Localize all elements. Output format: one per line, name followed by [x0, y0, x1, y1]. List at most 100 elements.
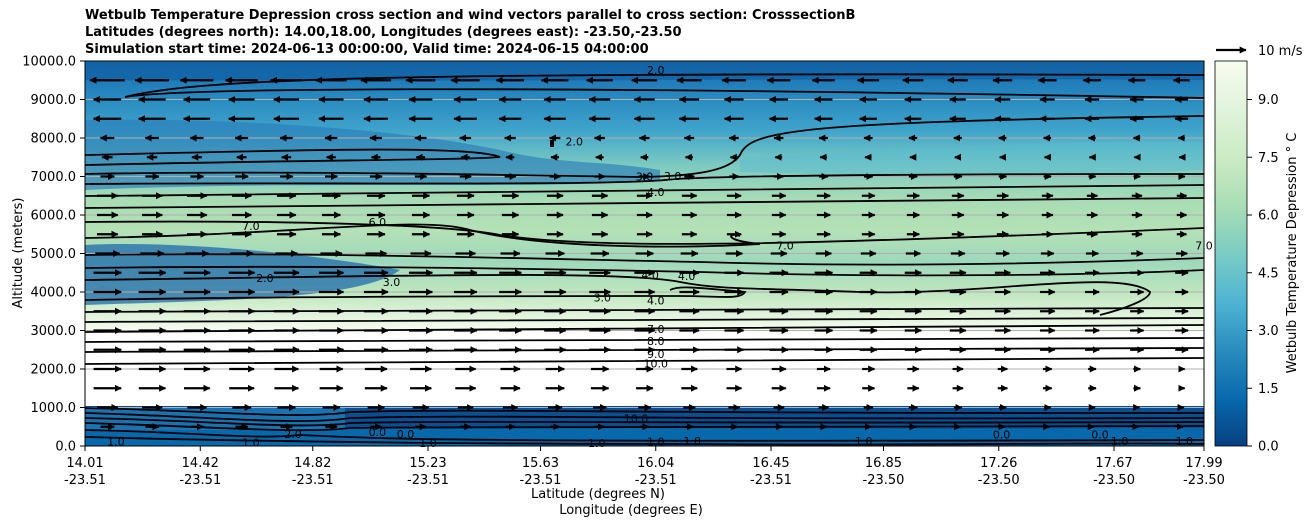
- contour-label: 7.0: [776, 239, 794, 252]
- x-tick-label-lat: 17.67: [1095, 456, 1132, 471]
- colorbar-tick-label: 1.5: [1258, 382, 1279, 397]
- x-tick-label-lat: 14.42: [182, 456, 219, 471]
- contour-label: 3.0: [636, 170, 654, 183]
- contour-label: 4.0: [647, 186, 665, 199]
- x-tick-label-lat: 15.23: [409, 456, 446, 471]
- contour-line: [85, 197, 1204, 209]
- y-tick-label: 3000.0: [31, 324, 77, 339]
- contour-label: 1.0: [588, 437, 606, 450]
- x-tick-label-lat: 17.26: [980, 456, 1017, 471]
- x-tick-label-lon: -23.51: [520, 473, 562, 488]
- contour-label: 0.0: [993, 429, 1011, 442]
- contour-label: 7.0: [242, 220, 260, 233]
- contour-label: 7.0: [647, 323, 665, 336]
- contour-line: [85, 286, 747, 301]
- contour-line: [85, 223, 761, 248]
- contour-label: 2.0: [256, 272, 274, 285]
- x-tick-label-lon: -23.51: [64, 473, 106, 488]
- colorbar-ramp: [1214, 60, 1248, 447]
- contour-label: 6.0: [369, 216, 387, 229]
- y-tick-label: 8000.0: [31, 132, 77, 147]
- contour-label: 4.0: [641, 269, 659, 282]
- y-tick-label: 1000.0: [31, 401, 77, 416]
- contour-line: [85, 337, 1204, 343]
- chart-title-line-2: Latitudes (degrees north): 14.00,18.00, …: [85, 25, 682, 40]
- x-axis-label-lat: Latitude (degrees N): [531, 487, 665, 502]
- x-tick-label-lon: -23.51: [635, 473, 677, 488]
- contour-line: [85, 412, 1204, 422]
- contour-line: [85, 357, 1204, 365]
- x-tick-label-lat: 14.82: [294, 456, 331, 471]
- wind-vectors: [89, 76, 1190, 431]
- contour-line: [85, 173, 1204, 185]
- contour-line: [85, 148, 501, 166]
- contour-label: 10.0: [643, 357, 668, 370]
- colorbar-tick-label: 0.0: [1258, 440, 1279, 455]
- contour-label: 1.0: [107, 436, 125, 449]
- contour-line: [85, 429, 1204, 442]
- contour-line: [85, 115, 1204, 178]
- contour-label: 1.0: [242, 436, 260, 449]
- contour-label: 1.0: [1176, 435, 1194, 448]
- y-tick-label: 0.0: [55, 440, 76, 455]
- colorbar-tick-label: 9.0: [1258, 93, 1279, 108]
- contour-label: 8.0: [647, 335, 665, 348]
- contour-line: [85, 220, 1204, 245]
- contour-label: 1.0: [684, 435, 702, 448]
- contour-label: 2.0: [647, 64, 665, 77]
- contour-label: 9.0: [647, 348, 665, 361]
- colorbar: 0.0 1.5 3.0 4.5 6.0 7.5 9.0 Wetbulb Temperatur…: [1214, 60, 1300, 455]
- y-axis-label: Altitude (meters): [11, 198, 26, 309]
- y-tick-label: 5000.0: [31, 247, 77, 262]
- contour-label: 1.0: [419, 437, 437, 450]
- contour-labels: 2.0 2.0 3.0 3.0 4.0 7.0 6.0 7.0 7.0 2.0 3.0 4.0 4.0 3…: [107, 64, 1213, 450]
- x-tick-label-lon: -23.51: [407, 473, 449, 488]
- colorbar-tick-label: 4.5: [1258, 266, 1279, 281]
- contour-label: 0.0: [1091, 429, 1109, 442]
- x-tick-label-lon: -23.50: [1093, 473, 1135, 488]
- y-tick-label: 9000.0: [31, 93, 77, 108]
- colorbar-tick-label: 7.5: [1258, 151, 1279, 166]
- x-axis-label-lon: Longitude (degrees E): [559, 503, 703, 518]
- x-tick-label-lat: 14.01: [66, 456, 103, 471]
- contour-label: 0.0: [397, 428, 415, 441]
- contour-line: [85, 274, 1151, 316]
- contour-label: 2.0: [284, 428, 302, 441]
- x-tick-label-lon: -23.51: [292, 473, 334, 488]
- colorbar-tick-label: 6.0: [1258, 209, 1279, 224]
- contour-line: [85, 417, 1204, 427]
- contour-line: [85, 422, 1204, 432]
- contour-label: 4.0: [647, 294, 665, 307]
- contour-label: 3.0: [664, 170, 682, 183]
- colorbar-ticks: 0.0 1.5 3.0 4.5 6.0 7.5 9.0: [1247, 93, 1279, 455]
- contour-label: 3.0: [383, 276, 401, 289]
- x-axis: 14.01 -23.51 14.42 -23.51 14.82 -23.51 15.23 -2…: [64, 446, 1225, 488]
- x-tick-label-lon: -23.50: [978, 473, 1020, 488]
- contour-line: [124, 73, 1204, 98]
- contour-detail-mark: [550, 140, 554, 147]
- contour-label: 10.0: [624, 413, 649, 426]
- x-tick-label-lat: 17.99: [1185, 456, 1222, 471]
- quiver-key-label: 10 m/s: [1258, 44, 1303, 59]
- contour-line: [85, 436, 1204, 446]
- chart-title-line-3: Simulation start time: 2024-06-13 00:00:…: [85, 42, 649, 57]
- x-tick-label-lat: 15.63: [522, 456, 559, 471]
- y-tick-label: 7000.0: [31, 170, 77, 185]
- contour-label: 4.0: [678, 270, 696, 283]
- contour-line: [85, 407, 1204, 416]
- x-tick-label-lon: -23.51: [179, 473, 221, 488]
- contour-label: 1.0: [855, 435, 873, 448]
- contour-label: 3.0: [594, 291, 612, 304]
- chart-title-line-1: Wetbulb Temperature Depression cross sec…: [85, 8, 856, 23]
- y-tick-label: 4000.0: [31, 286, 77, 301]
- y-tick-label: 6000.0: [31, 209, 77, 224]
- colorbar-tick-label: 3.0: [1258, 324, 1279, 339]
- contour-label: 1.0: [647, 436, 665, 449]
- x-tick-label-lon: -23.50: [1183, 473, 1225, 488]
- y-tick-label: 2000.0: [31, 363, 77, 378]
- contour-label: 1.0: [1111, 435, 1129, 448]
- contour-label: 0.0: [369, 426, 387, 439]
- quiver-key: 10 m/s: [1216, 44, 1303, 59]
- x-tick-label-lat: 16.85: [865, 456, 902, 471]
